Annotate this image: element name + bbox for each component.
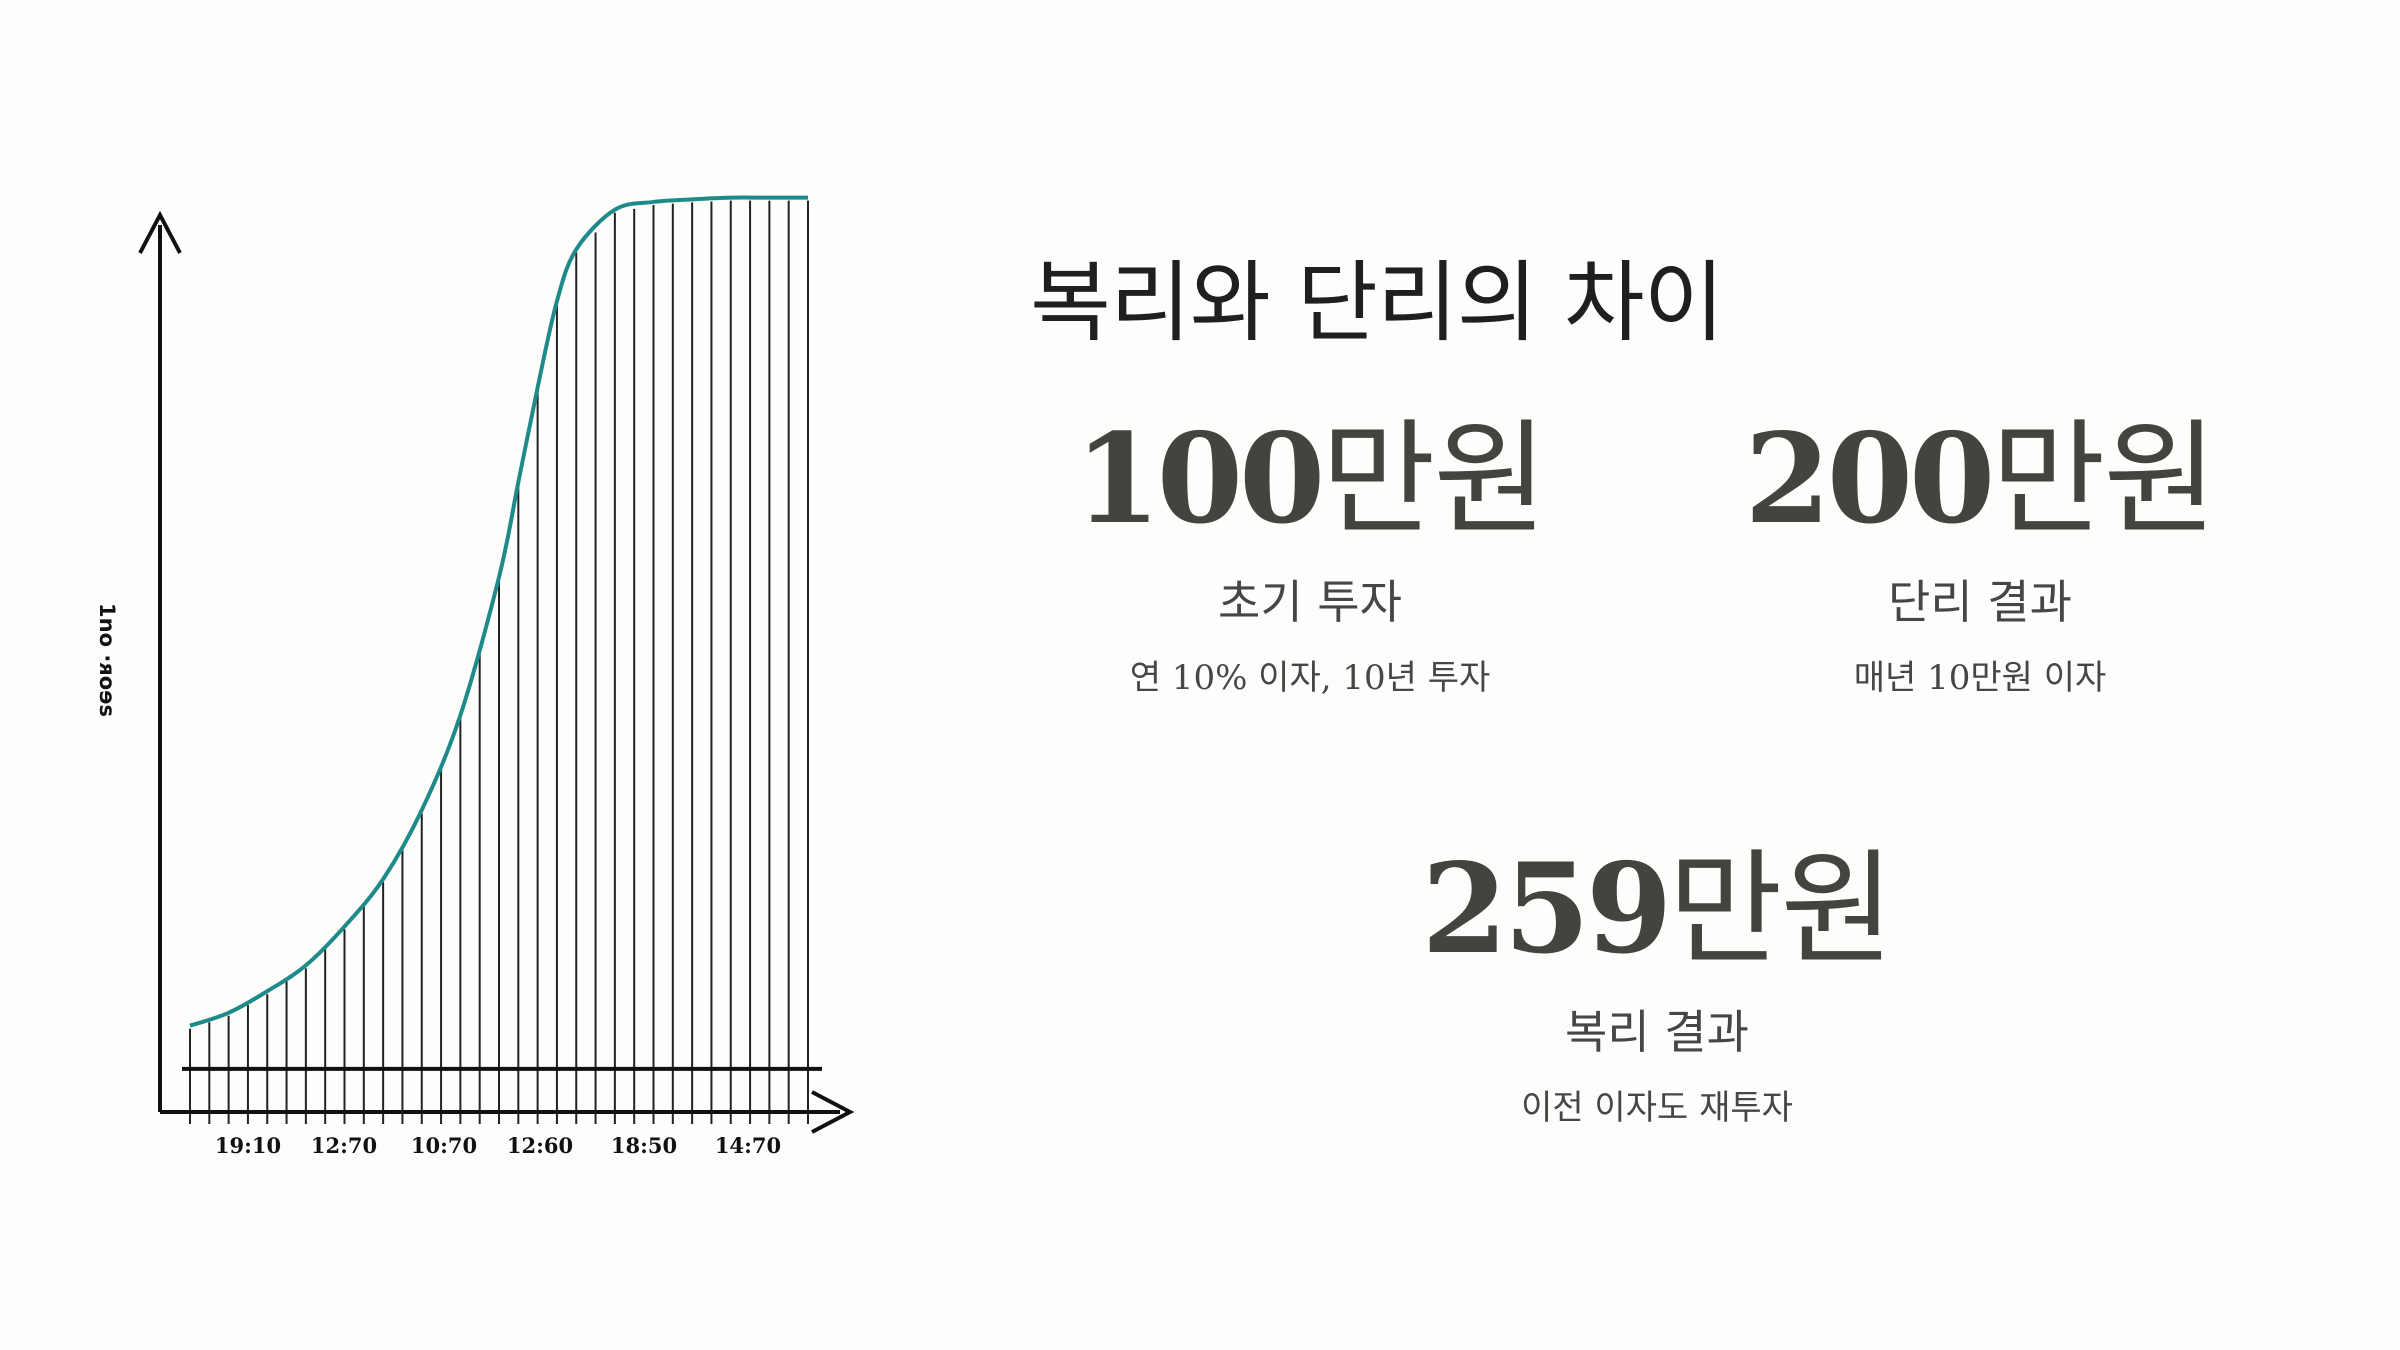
stat-note: 연 10% 이자, 10년 투자: [1129, 658, 1491, 698]
page-title: 복리와 단리의 차이: [1030, 251, 1725, 354]
x-tick-label: 18:50: [611, 1133, 677, 1158]
stat-note: 매년 10만원 이자: [1853, 658, 2107, 698]
stat-label: 단리 결과: [1888, 575, 2072, 629]
growth-curve: [189, 195, 808, 1028]
stat-number: 259: [1421, 837, 1672, 982]
stat-label: 초기 투자: [1218, 575, 1402, 629]
y-axis-arrow: [138, 210, 182, 254]
x-tick-label: 12:70: [311, 1133, 377, 1158]
stat-number: 200: [1744, 407, 1995, 552]
stat-unit: 만원: [1321, 408, 1547, 552]
x-tick-label: 14:70: [715, 1133, 781, 1158]
y-axis-label: 1no ·ᴙoɘs: [95, 603, 119, 717]
stat-unit: 만원: [1668, 838, 1894, 982]
stat-amount: 200만원: [1600, 418, 2360, 543]
stat-unit: 만원: [1991, 408, 2217, 552]
stat-amount: 100만원: [930, 418, 1690, 543]
x-tick-label: 19:10: [215, 1133, 281, 1158]
x-tick-labels: 19:10 12:70 10:70 12:60 18:50 14:70: [215, 1133, 781, 1158]
stat-number: 100: [1074, 407, 1325, 552]
stat-initial-investment: 100만원 초기 투자 연 10% 이자, 10년 투자: [930, 418, 1690, 698]
stat-simple-interest-result: 200만원 단리 결과 매년 10만원 이자: [1600, 418, 2360, 698]
stat-label: 복리 결과: [1565, 1005, 1749, 1059]
hatch-lines: [189, 200, 809, 1124]
stat-amount: 259만원: [1277, 848, 2037, 973]
x-axis-arrow: [811, 1090, 855, 1134]
stat-note: 이전 이자도 재투자: [1521, 1088, 1793, 1128]
x-tick-label: 10:70: [411, 1133, 477, 1158]
x-tick-label: 12:60: [507, 1133, 573, 1158]
stat-compound-interest-result: 259만원 복리 결과 이전 이자도 재투자: [1277, 848, 2037, 1128]
